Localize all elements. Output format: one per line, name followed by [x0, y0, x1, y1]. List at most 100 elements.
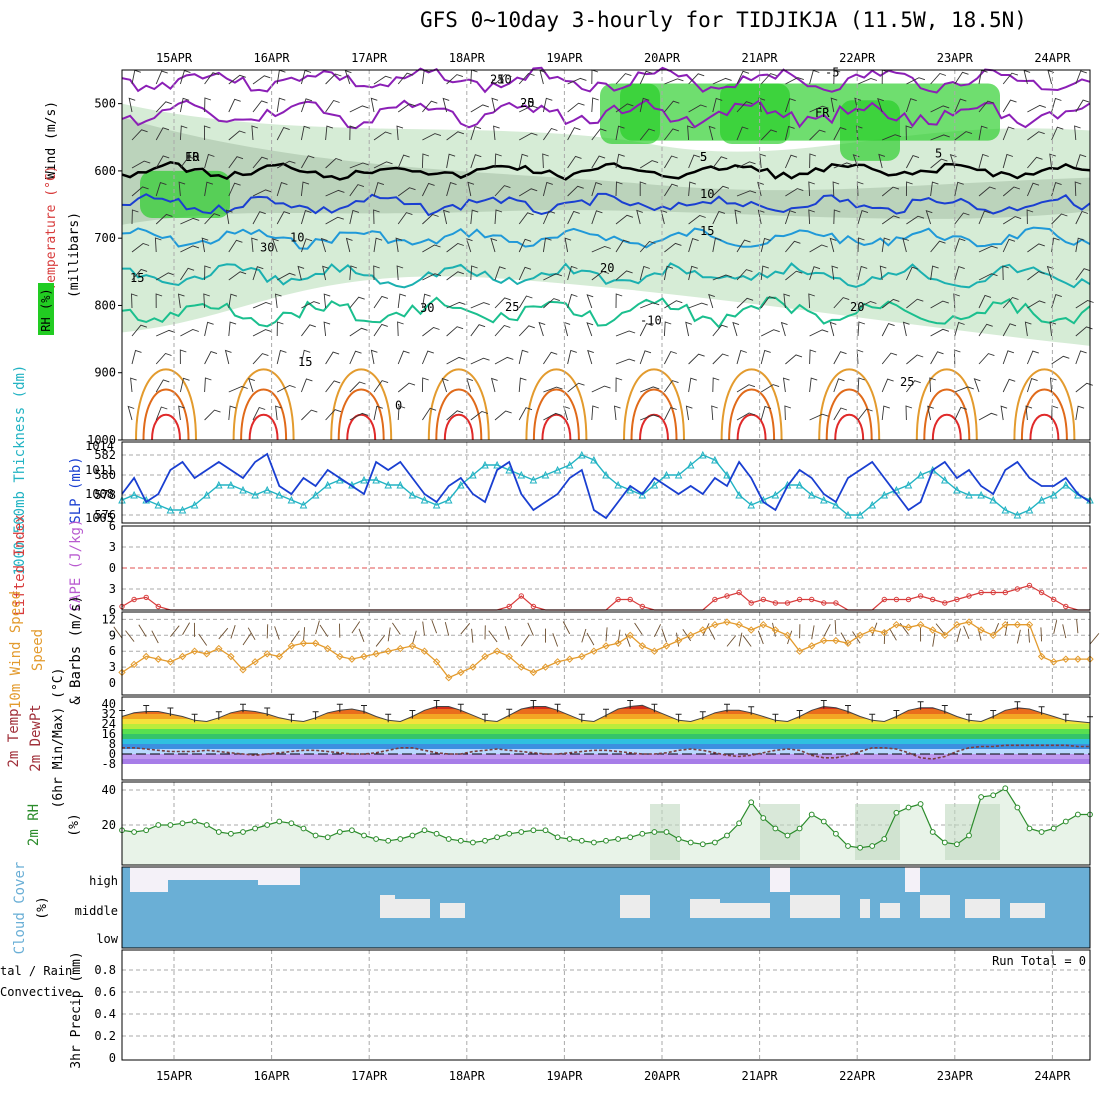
lifted-index-point	[518, 593, 524, 599]
cloud-gap-middle	[1010, 903, 1045, 918]
wind-barb	[252, 189, 272, 197]
wind-barb	[615, 239, 630, 253]
wind-barb	[467, 181, 475, 197]
wind-barb	[301, 324, 316, 337]
wind-barb	[396, 265, 404, 281]
wind-barb	[581, 628, 587, 643]
rh-point	[1050, 825, 1057, 832]
wind-barb	[758, 97, 766, 113]
wind-barb	[688, 377, 697, 393]
wind-barb	[605, 627, 608, 642]
wind-speed-axis-label: Speed	[30, 629, 46, 671]
thickness-point	[940, 475, 949, 484]
wind-speed-tick: 0	[109, 676, 116, 690]
contour-label: 5	[935, 146, 942, 160]
wind-barb	[325, 351, 340, 365]
min-max-bar	[240, 703, 246, 713]
thickness-point	[444, 495, 453, 504]
temperature-contour	[834, 413, 865, 441]
cloud-gap-middle	[790, 895, 840, 918]
precip-tick: 0	[109, 1051, 116, 1065]
rh-point	[905, 804, 912, 811]
min-max-bar	[893, 710, 900, 719]
wind-barbs-axis-label: & Barbs (m/s)	[68, 595, 84, 705]
wind-barb	[130, 377, 137, 393]
wind-barb	[639, 97, 650, 113]
rh2m-unit-label: (%)	[67, 813, 82, 836]
wind-barb	[422, 407, 437, 421]
rh-point	[796, 825, 803, 832]
top-date-tick: 20APR	[644, 51, 681, 65]
wind-barb	[664, 155, 678, 169]
wind-barb	[963, 625, 970, 639]
thickness-point	[505, 465, 514, 474]
wind-barb	[736, 384, 756, 393]
wind-barb	[785, 270, 803, 281]
thickness-point	[735, 490, 743, 499]
wind-barb	[373, 161, 393, 169]
wind-barb	[444, 621, 450, 636]
wind-barb	[397, 350, 410, 365]
thickness-point	[638, 490, 647, 499]
wind-barb	[760, 73, 777, 85]
lifted-index-point	[1002, 589, 1008, 596]
wind-barb	[396, 125, 404, 141]
wind-speed-point	[650, 647, 659, 655]
contour-label: FR	[815, 106, 830, 120]
wind-barb	[1002, 350, 1015, 365]
wind-barb	[325, 409, 342, 421]
wind-barb	[225, 209, 233, 225]
wind-barb	[460, 623, 471, 635]
wind-barb	[640, 302, 660, 309]
wind-barb	[179, 349, 187, 365]
rh-point	[240, 829, 246, 835]
wind-barb	[1075, 405, 1085, 421]
wind-barb	[808, 181, 815, 197]
wind-barb	[446, 326, 464, 337]
thickness-point	[154, 500, 163, 509]
temperature-tick: -8	[102, 757, 116, 771]
wind-barb	[587, 349, 594, 365]
wind-barb	[303, 627, 306, 642]
thickness-point	[686, 460, 695, 469]
lifted-index-point	[724, 593, 730, 599]
wind-barb	[905, 125, 913, 141]
wind-barb	[470, 410, 489, 421]
wind-barb	[228, 130, 246, 141]
precip-tick: 0.4	[94, 1007, 116, 1021]
panel-border	[121, 69, 1091, 441]
thickness-point	[166, 505, 175, 514]
wind-barb	[1075, 268, 1091, 281]
wind-barb	[688, 104, 707, 113]
wind-barb	[688, 73, 705, 85]
wind-barb	[1076, 619, 1079, 634]
lifted-index-point	[1051, 596, 1057, 603]
wind-barb	[228, 239, 243, 253]
wind-barb	[682, 629, 692, 642]
cloud-gap-middle	[920, 895, 950, 918]
wind-barb	[349, 125, 357, 141]
wind-barb	[300, 349, 311, 365]
wind-barb	[319, 624, 329, 637]
panel-border	[121, 441, 1091, 524]
rh-point	[143, 827, 150, 834]
temperature-contour	[121, 192, 1091, 217]
lifted-index-axis-label: Lifted Index	[12, 514, 28, 615]
wind-barb	[151, 630, 159, 644]
wind-barb	[470, 324, 486, 337]
rh-point	[929, 829, 936, 835]
wind-barb	[155, 352, 172, 365]
wind-barb	[373, 75, 392, 85]
wind-barb	[932, 632, 936, 647]
rh-point	[724, 832, 730, 839]
wind-barb	[881, 405, 890, 421]
temperature-contour	[1013, 368, 1076, 441]
wind-barb	[663, 265, 674, 281]
lifted-index-point	[1063, 603, 1069, 610]
rh-point	[421, 827, 428, 834]
wind-barb	[615, 103, 634, 113]
temperature-contour	[121, 161, 1091, 181]
thickness-point	[529, 475, 538, 484]
wind-barb	[180, 329, 199, 337]
wind-barb	[470, 126, 482, 141]
